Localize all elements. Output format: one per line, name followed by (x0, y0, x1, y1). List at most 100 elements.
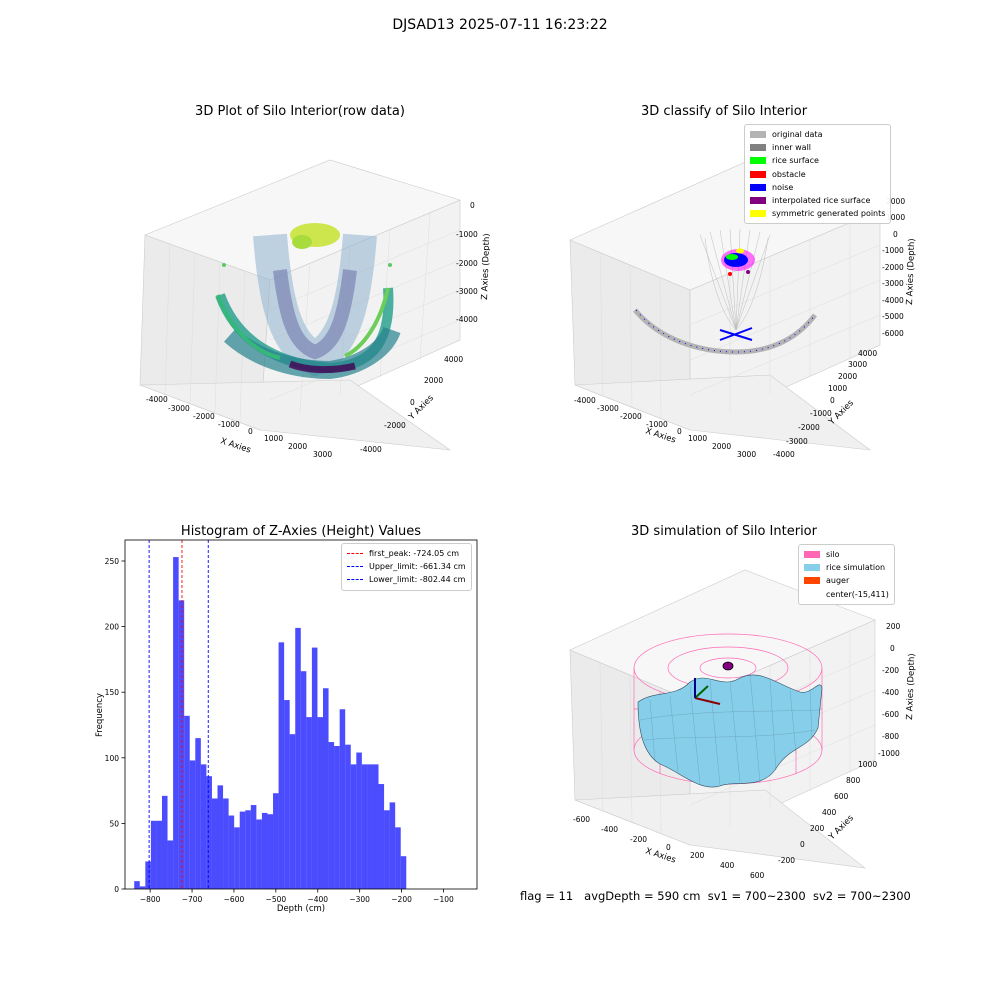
legend-entry: rice surface (750, 154, 885, 167)
legend-entry: original data (750, 128, 885, 141)
sim-ztick: -800 (882, 732, 899, 741)
legend-swatch (750, 131, 766, 139)
footer-avg-depth: avgDepth = 590 cm (584, 889, 701, 903)
sim-xtick: -600 (573, 815, 590, 824)
sim-rice-mesh (639, 673, 821, 787)
classify-ytick: 0 (830, 396, 835, 405)
histogram-bar (372, 764, 379, 889)
histogram-x-ticks: −800 −700 −600 −500 −400 −300 −200 −100 (140, 889, 454, 904)
legend-label: rice simulation (826, 563, 886, 573)
raw-ztick: -4000 (456, 315, 478, 324)
sim-xtick: 600 (750, 871, 765, 880)
raw-ztick: -2000 (456, 259, 478, 268)
histogram-bar (134, 881, 140, 889)
sim-floor-pane (574, 789, 867, 869)
sim-ytick: 600 (834, 792, 849, 801)
legend-label: symmetric generated points (772, 209, 886, 219)
simulation-plot-title: 3D simulation of Silo Interior (631, 524, 817, 539)
histogram-xtick-label: −600 (224, 895, 245, 904)
raw-xtick: -3000 (168, 404, 190, 413)
histogram-bar (295, 627, 301, 889)
histogram-bar (400, 856, 407, 889)
raw-point-cloud (215, 223, 401, 380)
classify-ytick: -1000 (810, 409, 832, 418)
histogram-bar (223, 798, 229, 889)
legend-swatch (804, 577, 820, 585)
sim-ytick: 200 (810, 824, 825, 833)
classify-ztick: 0 (893, 230, 898, 239)
raw-ztick: -3000 (456, 287, 478, 296)
sim-ztick: -400 (882, 688, 899, 697)
legend-label: noise (772, 182, 794, 192)
legend-label: rice surface (772, 156, 819, 166)
sim-auger-marker (722, 661, 734, 671)
histogram-bar (323, 688, 329, 889)
histogram-ytick-label: 200 (105, 623, 120, 632)
histogram-bar (378, 784, 385, 889)
classify-xlabel: X Axies (644, 426, 677, 445)
classify-floor-pane (574, 374, 872, 451)
classify-ztick: -1000 (882, 246, 904, 255)
histogram-xtick-label: −100 (433, 895, 454, 904)
classify-xtick: -4000 (574, 396, 596, 405)
histogram-bar (367, 764, 373, 889)
classify-xtick: -1000 (646, 420, 668, 429)
classify-grid (599, 223, 881, 419)
classify-point-cloud (633, 228, 817, 355)
raw-xtick: 0 (248, 427, 253, 436)
legend-entry: inner wall (750, 141, 885, 154)
legend-line-blue (347, 579, 363, 581)
sim-z-ticks: 200 0 -200 -400 -600 -800 -1000 (878, 622, 901, 758)
legend-entry: silo (804, 548, 889, 561)
classify-xtick: 1000 (688, 434, 707, 443)
raw-xtick: -1000 (218, 420, 240, 429)
classify-ztick: -6000 (882, 329, 904, 338)
sim-y-ticks: -200 0 200 400 600 800 1000 (778, 760, 877, 865)
raw-xtick: 2000 (288, 442, 307, 451)
sim-xtick: 400 (720, 861, 735, 870)
histogram-xlabel: Depth (cm) (277, 904, 325, 914)
legend-swatch (750, 157, 766, 165)
sim-ytick: 0 (800, 840, 805, 849)
legend-label: auger (826, 576, 850, 586)
legend-line-red (347, 553, 363, 555)
histogram-frame (124, 539, 478, 890)
histogram-bar (328, 742, 335, 889)
sim-ytick: -200 (778, 856, 795, 865)
histogram-bar (261, 812, 268, 889)
sim-x-ticks: -600 -400 -200 0 200 400 600 (573, 815, 765, 880)
raw-zlabel: Z Axies (Depth) (480, 233, 490, 300)
classify-x-ticks: -4000 -3000 -2000 -1000 0 1000 2000 3000 (574, 396, 756, 459)
histogram-xtick-label: −200 (391, 895, 412, 904)
raw-xtick: 3000 (313, 450, 332, 459)
sim-xtick: -400 (601, 825, 618, 834)
histogram-bar (239, 811, 246, 889)
histogram-bar (273, 793, 279, 889)
histogram-bar (206, 776, 212, 889)
legend-entry: interpolated rice surface (750, 194, 885, 207)
legend-swatch (804, 551, 820, 559)
sim-xtick: 0 (666, 843, 671, 852)
classify-plot-title: 3D classify of Silo Interior (640, 104, 808, 119)
histogram-bar (234, 827, 240, 889)
histogram-bar (356, 752, 362, 889)
classify-xtick: 2000 (712, 442, 731, 451)
legend-swatch (750, 197, 766, 205)
footer-sv1: sv1 = 700~2300 (707, 889, 806, 903)
classify-xtick: -3000 (597, 404, 619, 413)
histogram-bar (195, 738, 201, 889)
classify-ztick: -2000 (882, 263, 904, 272)
legend-label: Lower_limit: -802.44 cm (369, 575, 466, 585)
raw-xtick: -4000 (146, 395, 168, 404)
legend-entry: Upper_limit: -661.34 cm (347, 560, 466, 573)
raw-back-pane (144, 159, 461, 281)
sim-ztick: 0 (890, 644, 895, 653)
legend-line-blue (347, 566, 363, 568)
sim-ytick: 800 (846, 776, 861, 785)
histogram-bar (345, 744, 351, 889)
histogram-bar (278, 642, 285, 889)
legend-swatch (750, 183, 766, 191)
legend-entry: obstacle (750, 168, 885, 181)
histogram-ytick-label: 100 (105, 754, 120, 763)
legend-label: obstacle (772, 169, 806, 179)
